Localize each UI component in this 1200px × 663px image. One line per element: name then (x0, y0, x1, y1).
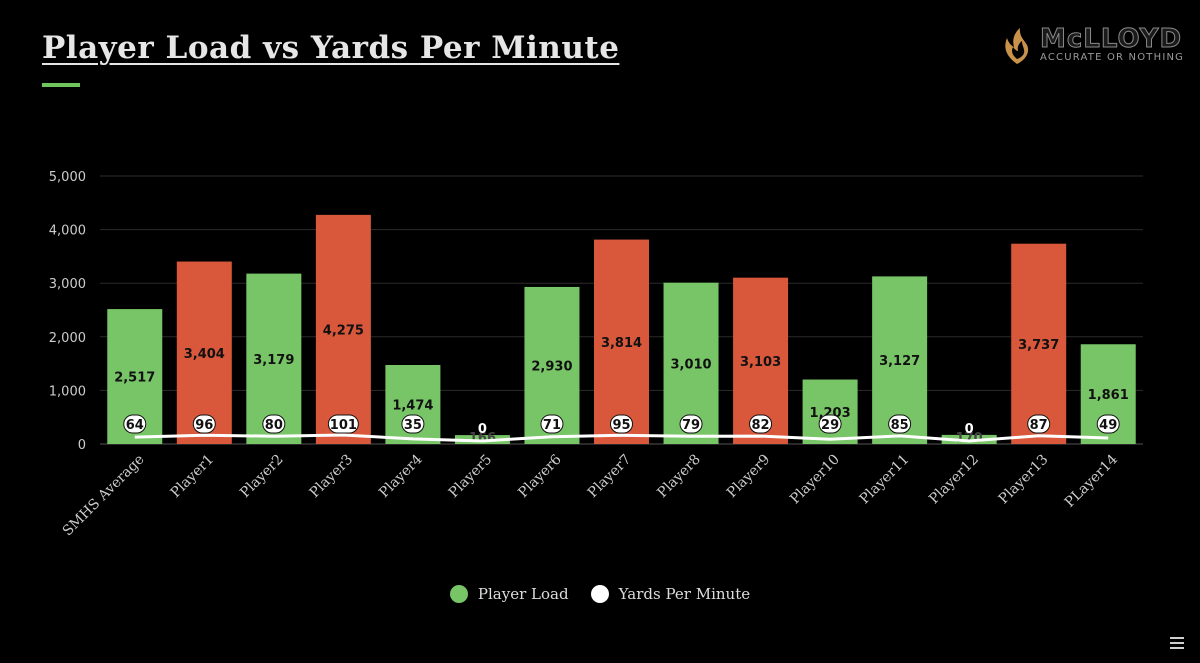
x-tick-label: Player3 (307, 452, 357, 502)
x-tick-label: Player5 (446, 452, 496, 502)
legend-item-yards-per-minute[interactable]: Yards Per Minute (590, 585, 751, 603)
chart-title: Player Load vs Yards Per Minute (42, 30, 620, 66)
legend-label-player-load: Player Load (477, 585, 569, 603)
x-tick-label: Player8 (654, 452, 704, 502)
x-tick-label: Player1 (168, 452, 218, 502)
x-tick-label: Player2 (237, 452, 287, 502)
company-logo: McLLOYD ACCURATE OR NOTHING (1000, 24, 1190, 66)
bar-value-label: 4,275 (323, 323, 364, 338)
bar (594, 239, 649, 444)
y-tick-label: 1,000 (49, 384, 86, 399)
bar-value-label: 3,179 (253, 353, 294, 368)
y-tick-label: 0 (78, 438, 86, 453)
bar-value-label: 2,517 (114, 371, 155, 386)
legend-swatch-yards-per-minute (590, 585, 609, 603)
y-tick-label: 2,000 (49, 331, 86, 346)
line-point-marker (610, 414, 633, 434)
bar (315, 214, 371, 444)
legend-swatch-player-load (449, 585, 468, 603)
title-accent-bar (42, 83, 80, 87)
bar-value-label: 1,861 (1088, 388, 1129, 403)
bar-value-label: 3,010 (670, 357, 711, 372)
line-point-marker (123, 414, 147, 434)
line-point-marker (540, 414, 564, 434)
y-tick-label: 5,000 (49, 170, 86, 185)
legend-label-yards-per-minute: Yards Per Minute (618, 585, 751, 603)
line-point-marker (1096, 414, 1120, 434)
bar-value-label: 1,474 (392, 398, 433, 413)
y-tick-label: 4,000 (49, 224, 86, 239)
bar (941, 434, 997, 444)
line-value-label: 49 (1099, 418, 1117, 433)
bar-value-label: 2,930 (531, 359, 572, 374)
x-tick-label: Player9 (724, 452, 774, 502)
line-point-marker (888, 414, 912, 434)
line-point-marker (818, 414, 842, 434)
bar (1011, 243, 1067, 444)
bar-value-label: 3,404 (184, 347, 225, 362)
x-tick-label: SMHS Average (60, 452, 148, 540)
x-tick-label: Player13 (996, 452, 1052, 508)
line-value-label: 79 (682, 418, 700, 433)
line-point-marker (192, 414, 216, 434)
line-point-marker (749, 414, 773, 434)
line-value-label: 0 (478, 422, 487, 437)
line-value-label: 29 (821, 418, 839, 433)
line-point-marker (262, 414, 286, 434)
line-point-marker (1027, 414, 1051, 434)
bar-value-label: 3,737 (1018, 338, 1059, 353)
line-point-marker (327, 414, 359, 434)
x-tick-label: Player4 (376, 451, 426, 501)
series-line-yards-per-minute (134, 433, 1109, 443)
line-value-label: 80 (265, 418, 283, 433)
x-tick-label: Player11 (857, 452, 913, 508)
legend-item-player-load[interactable]: Player Load (449, 585, 569, 603)
y-tick-label: 3,000 (49, 277, 86, 292)
line-point-marker (679, 414, 703, 434)
logo-name: McLLOYD (1039, 24, 1183, 55)
flame-logo-icon (1005, 28, 1029, 64)
x-tick-label: Player10 (787, 452, 843, 508)
bar (176, 261, 232, 444)
line-value-label: 71 (543, 418, 561, 433)
menu-icon[interactable] (1170, 637, 1184, 649)
bar-value-label: 170 (956, 431, 983, 446)
line-point-marker (401, 414, 425, 434)
line-value-label: 95 (612, 418, 630, 433)
line-value-label: 0 (965, 422, 974, 437)
bar-value-label: 1,203 (810, 406, 851, 421)
line-value-label: 85 (891, 418, 909, 433)
line-value-label: 96 (195, 418, 213, 433)
x-tick-label: Player7 (585, 452, 635, 502)
x-tick-label: Player6 (515, 451, 565, 501)
x-tick-label: PLayer14 (1062, 451, 1121, 510)
line-value-label: 101 (330, 418, 357, 433)
line-value-label: 64 (126, 418, 144, 433)
line-value-label: 82 (752, 418, 770, 433)
x-tick-label: Player12 (926, 452, 982, 508)
bar-value-label: 3,127 (879, 354, 920, 369)
line-value-label: 35 (404, 418, 422, 433)
logo-tagline: ACCURATE OR NOTHING (1040, 52, 1185, 63)
bar-value-label: 3,814 (601, 336, 642, 351)
bar-value-label: 3,103 (740, 355, 781, 370)
chart-legend: Player Load Yards Per Minute (0, 585, 1200, 603)
line-value-label: 87 (1030, 418, 1048, 433)
